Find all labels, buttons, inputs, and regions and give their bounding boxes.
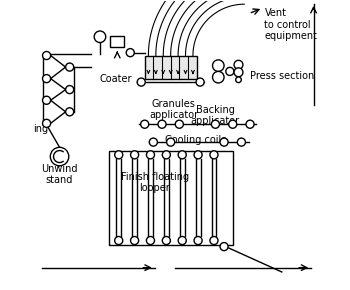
Circle shape (43, 96, 51, 104)
Circle shape (226, 67, 234, 75)
Circle shape (212, 60, 224, 71)
Circle shape (43, 52, 51, 59)
Circle shape (162, 236, 170, 244)
Circle shape (126, 49, 134, 57)
Circle shape (141, 120, 149, 128)
Circle shape (178, 236, 186, 244)
Bar (108, 151, 233, 244)
Circle shape (178, 151, 186, 159)
Circle shape (234, 60, 243, 69)
Circle shape (210, 151, 218, 159)
Circle shape (131, 236, 139, 244)
Text: Finish floating
looper: Finish floating looper (121, 172, 189, 193)
Circle shape (115, 236, 123, 244)
Circle shape (146, 236, 154, 244)
Text: Unwind
stand: Unwind stand (41, 164, 78, 185)
Text: Backing
applicator: Backing applicator (191, 105, 240, 126)
Circle shape (94, 31, 106, 43)
Circle shape (65, 86, 74, 94)
Circle shape (236, 77, 241, 83)
Circle shape (196, 78, 204, 86)
Circle shape (137, 78, 145, 86)
Circle shape (220, 138, 228, 146)
Circle shape (220, 242, 228, 251)
Circle shape (229, 120, 237, 128)
Circle shape (167, 138, 175, 146)
Circle shape (131, 151, 139, 159)
Circle shape (175, 120, 183, 128)
Circle shape (211, 120, 219, 128)
Circle shape (65, 108, 74, 116)
Circle shape (43, 75, 51, 83)
Bar (145, 55, 197, 79)
Text: Press section: Press section (250, 71, 314, 81)
Text: Cooling coils: Cooling coils (164, 135, 226, 145)
Bar (110, 37, 125, 48)
Circle shape (43, 119, 51, 127)
Circle shape (246, 120, 254, 128)
Circle shape (210, 236, 218, 244)
Circle shape (115, 151, 123, 159)
Circle shape (158, 120, 166, 128)
Circle shape (234, 68, 243, 77)
Circle shape (237, 138, 245, 146)
Circle shape (50, 147, 69, 166)
Circle shape (212, 71, 224, 83)
Text: Granules
applicator: Granules applicator (149, 99, 198, 120)
Text: Coater: Coater (100, 74, 132, 84)
Text: Vent
to control
equipment: Vent to control equipment (265, 8, 317, 41)
Text: ing: ing (34, 124, 49, 134)
Circle shape (146, 151, 154, 159)
Circle shape (194, 151, 202, 159)
Circle shape (149, 138, 158, 146)
Circle shape (162, 151, 170, 159)
Circle shape (194, 236, 202, 244)
Circle shape (65, 63, 74, 71)
